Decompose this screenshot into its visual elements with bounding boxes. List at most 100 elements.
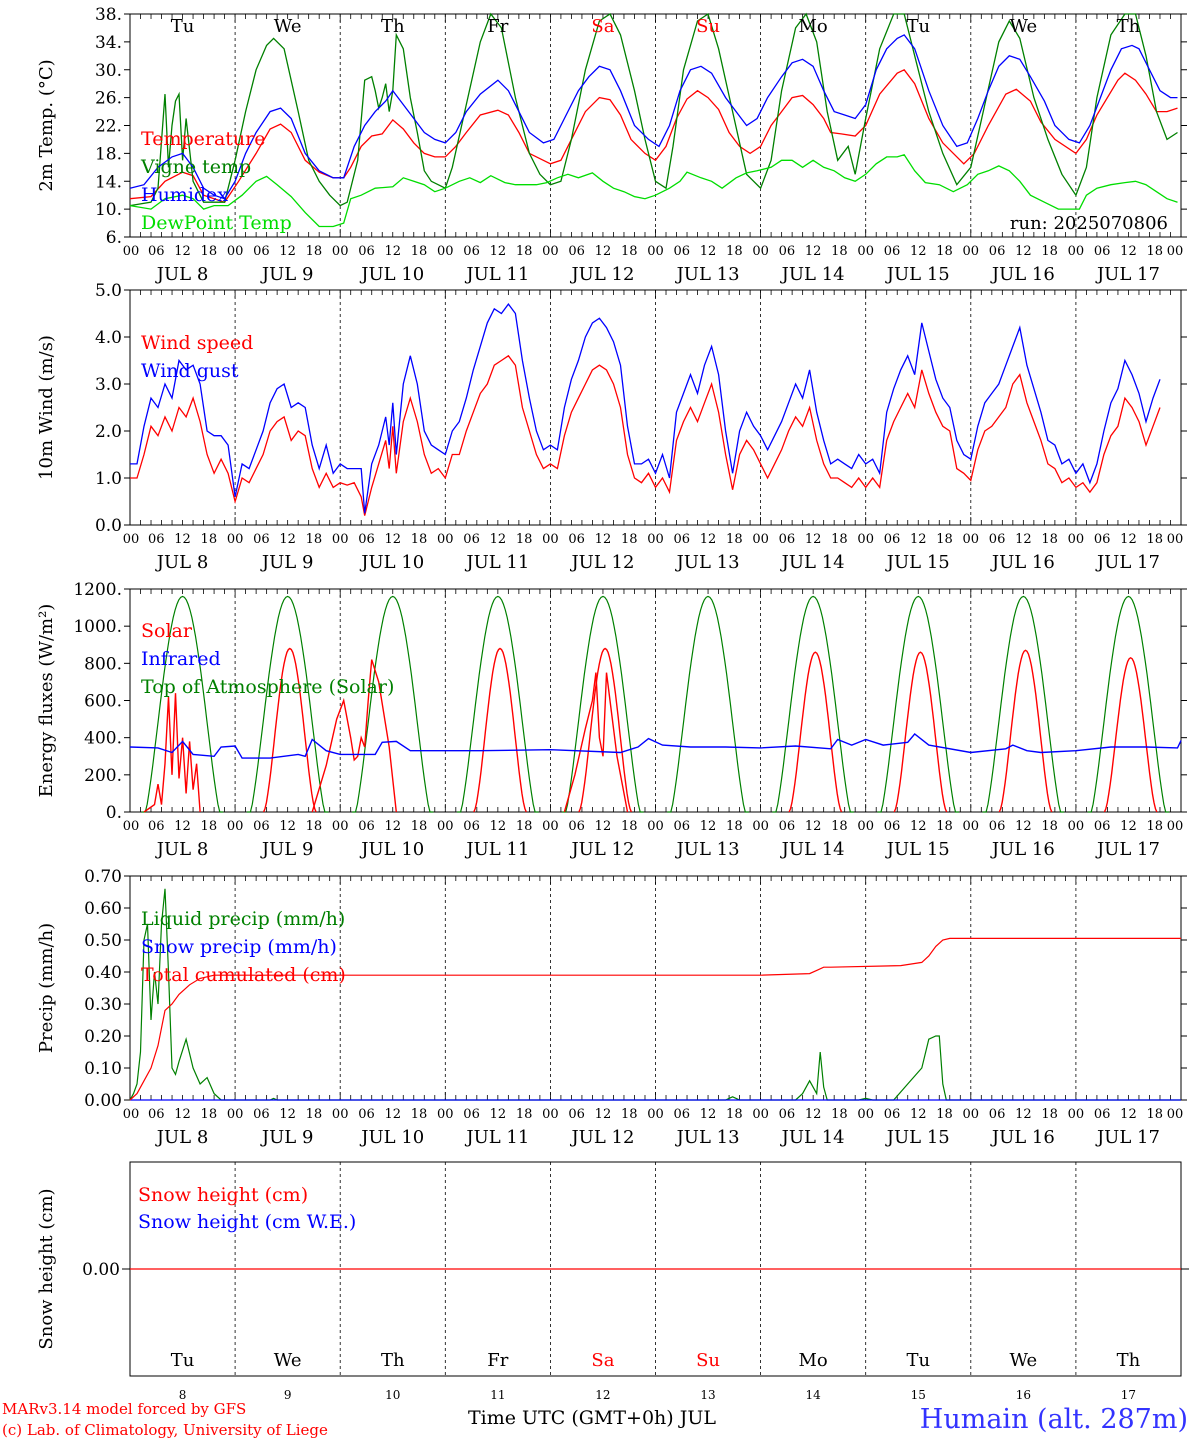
- x-hour-label: 18: [936, 819, 953, 834]
- x-hour-label: 12: [805, 819, 822, 834]
- x-hour-label: 18: [726, 1107, 743, 1122]
- x-date-label: JUL 8: [155, 264, 209, 285]
- x-date-label: JUL 16: [990, 1127, 1055, 1148]
- x-hour-label: 00: [857, 1107, 874, 1122]
- x-hour-label: 00: [647, 244, 664, 259]
- x-hour-label: 06: [568, 244, 585, 259]
- day-number-label: 8: [179, 1388, 187, 1402]
- x-date-label: JUL 11: [464, 839, 529, 860]
- x-date-label: JUL 9: [260, 552, 314, 573]
- x-hour-label: 06: [884, 819, 901, 834]
- x-hour-label: 06: [253, 1107, 270, 1122]
- x-hour-label: 06: [779, 819, 796, 834]
- x-date-label: JUL 8: [155, 1127, 209, 1148]
- x-hour-label: 06: [779, 1107, 796, 1122]
- y-tick-label: 1000.: [73, 617, 122, 637]
- legend-entry: Solar: [141, 620, 193, 642]
- weekday-label: Th: [1117, 16, 1141, 37]
- x-date-label: JUL 16: [990, 839, 1055, 860]
- x-hour-label: 00: [437, 1107, 454, 1122]
- x-hour-label: 06: [989, 532, 1006, 547]
- day-number-label: 9: [284, 1388, 292, 1402]
- weekday-label: We: [1010, 1350, 1038, 1371]
- y-tick-label: 0.60: [84, 899, 122, 919]
- x-hour-label: 12: [910, 819, 927, 834]
- x-date-label: JUL 9: [260, 264, 314, 285]
- panel-temperature: 6. 10. 14. 18. 22. 26. 30. 34. 38. 2m Temp. (°C) T…: [36, 5, 1187, 285]
- x-hour-label: 06: [253, 819, 270, 834]
- solar-curve: [998, 649, 1053, 813]
- day-number-label: 12: [595, 1388, 610, 1402]
- x-date-label: JUL 17: [1095, 839, 1160, 860]
- x-date-label: JUL 15: [885, 1127, 950, 1148]
- x-hour-label: 00: [1068, 1107, 1085, 1122]
- x-hour-label: 00: [647, 532, 664, 547]
- solar-curve: [563, 672, 629, 813]
- x-date-label: JUL 15: [885, 552, 950, 573]
- solar-curve: [262, 647, 317, 813]
- y-axis-label: Energy fluxes (W/m²): [36, 604, 57, 798]
- x-hour-label: 12: [490, 244, 507, 259]
- x-hour-label: 18: [306, 532, 323, 547]
- x-hour-label: 00: [123, 819, 140, 834]
- x-hour-label: 18: [411, 1107, 428, 1122]
- toa-solar-curve: [246, 595, 329, 813]
- weekday-label: Tu: [171, 16, 195, 37]
- x-hour-label: 12: [595, 819, 612, 834]
- x-hour-label: 00: [437, 819, 454, 834]
- y-tick-label: 2.0: [95, 422, 122, 442]
- x-hour-label: 06: [358, 532, 375, 547]
- toa-solar-curve: [141, 595, 224, 813]
- panel-precip: 0.00 0.10 0.20 0.30 0.40 0.50 0.60 0.70 Precip (…: [36, 867, 1187, 1148]
- legend-entry: DewPoint Temp: [141, 212, 292, 234]
- x-hour-label: 12: [174, 819, 191, 834]
- x-date-label: JUL 9: [260, 839, 314, 860]
- x-hour-label: 06: [568, 532, 585, 547]
- x-hour-label: 18: [516, 819, 533, 834]
- series-line-liquid-precip-mm-h-: [129, 888, 1181, 1101]
- x-hour-label: 06: [1094, 819, 1111, 834]
- x-hour-label: 18: [1041, 819, 1058, 834]
- x-hour-label: 12: [910, 244, 927, 259]
- x-hour-label: 06: [674, 819, 691, 834]
- x-hour-label: 00: [963, 819, 980, 834]
- x-hour-label: 06: [358, 244, 375, 259]
- x-hour-label: 06: [463, 532, 480, 547]
- y-axis-label: Precip (mm/h): [36, 923, 57, 1053]
- x-hour-label: 18: [726, 244, 743, 259]
- x-hour-label: 06: [568, 1107, 585, 1122]
- x-hour-label: 12: [174, 1107, 191, 1122]
- y-tick-label: 0.20: [84, 1027, 122, 1047]
- x-hour-label: 00: [1068, 532, 1085, 547]
- plot-frame: [129, 13, 1182, 238]
- x-date-label: JUL 15: [885, 264, 950, 285]
- x-hour-label: 00: [332, 244, 349, 259]
- series-line-dewpoint-temp: [129, 154, 1178, 228]
- y-tick-label: 30.: [95, 61, 122, 81]
- toa-solar-curve: [562, 595, 644, 813]
- weekday-label: Th: [1117, 1350, 1141, 1371]
- x-hour-label: 12: [279, 532, 296, 547]
- x-hour-label: 00: [227, 532, 244, 547]
- x-date-label: JUL 10: [359, 839, 424, 860]
- x-hour-label: 18: [831, 244, 848, 259]
- day-number-label: 17: [1121, 1388, 1136, 1402]
- x-date-label: JUL 17: [1095, 264, 1160, 285]
- x-hour-label: 00: [437, 244, 454, 259]
- x-hour-label: 18: [201, 819, 218, 834]
- y-tick-label: 14.: [95, 172, 122, 192]
- x-hour-label: 00: [963, 244, 980, 259]
- x-hour-label: 18: [1041, 532, 1058, 547]
- weekday-label: We: [1010, 16, 1038, 37]
- x-hour-label: 18: [831, 1107, 848, 1122]
- panel-wind: 0.0 1.0 2.0 3.0 4.0 5.0 10m Wind (m/s) Wind spe…: [36, 281, 1187, 573]
- x-hour-label: 06: [884, 244, 901, 259]
- run-label: run: 2025070806: [1010, 213, 1168, 234]
- y-tick-label: 38.: [95, 5, 122, 25]
- y-tick-label: 4.0: [95, 328, 122, 348]
- toa-solar-curve: [667, 595, 749, 813]
- x-hour-label: 00: [542, 819, 559, 834]
- x-hour-label: 06: [1094, 532, 1111, 547]
- x-hour-label: 00: [123, 532, 140, 547]
- y-axis-label: 2m Temp. (°C): [36, 59, 57, 191]
